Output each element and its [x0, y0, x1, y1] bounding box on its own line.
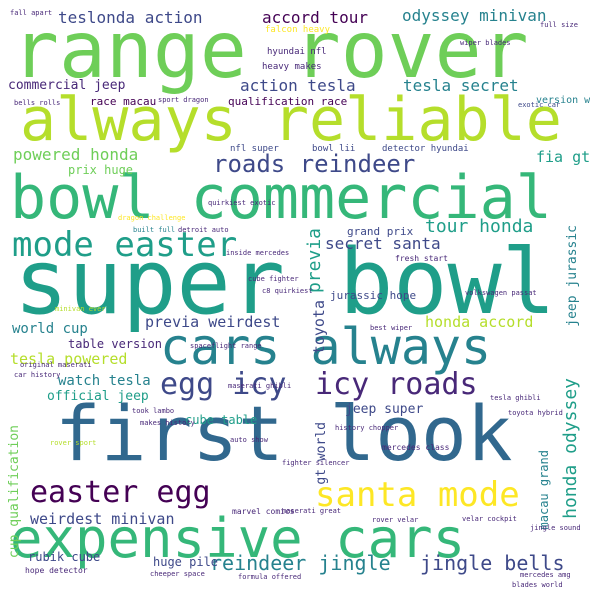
word-grand-prix: grand prix — [347, 225, 414, 238]
word-powered-honda: powered honda — [13, 145, 139, 164]
word-rover-sport: rover sport — [50, 439, 97, 447]
word-velar-cockpit: velar cockpit — [462, 515, 517, 523]
word-quirkiest-exotic: quirkiest exotic — [208, 199, 276, 207]
word-tour-honda: tour honda — [425, 216, 534, 237]
word-gt-world-vertical: gt world — [314, 422, 329, 485]
word-car-history: car history — [14, 371, 61, 379]
word-makes-history: makes history — [140, 419, 195, 427]
word-spaceflight-range: spaceflight range — [190, 342, 262, 350]
word-weirdest-minivan: weirdest minivan — [30, 510, 175, 528]
word-took-lambo: took lambo — [132, 407, 175, 415]
word-cube-table: cube table — [185, 413, 258, 427]
word-macau-grand-vertical: macau grand — [537, 450, 551, 530]
word-previa-weirdest: previa weirdest — [145, 313, 281, 331]
word-santa-mode: santa mode — [315, 475, 520, 515]
word-volkswagen-passat: volkswagen passat — [465, 289, 537, 297]
word-expensive-cars: expensive cars — [10, 507, 466, 570]
word-jeep-jurassic-vertical: jeep jurassic — [565, 225, 580, 327]
word-sport-dragon: sport dragon — [158, 96, 209, 104]
word-maserati-ghibli: maserati ghibli — [228, 382, 292, 390]
word-tesla-powered: tesla powered — [10, 350, 128, 368]
word-qualification-race: qualification race — [228, 95, 348, 108]
word-jingle-bells: jingle bells — [420, 551, 565, 575]
word-auto-show: auto show — [230, 436, 268, 444]
word-fresh-start: fresh start — [395, 254, 448, 263]
word-cheeper-space: cheeper space — [150, 570, 205, 578]
word-best-wiper: best wiper — [370, 324, 413, 332]
word-range-rover: range rover — [12, 6, 529, 96]
word-easter-egg: easter egg — [30, 475, 211, 510]
word-cup-qualification-vertical: cup qualification — [7, 425, 22, 559]
word-fia-gt: fia gt — [536, 148, 590, 166]
word-commercial-jeep: commercial jeep — [8, 78, 126, 93]
word-maserati-great: maserati great — [282, 507, 342, 515]
word-tesla-ghibli: tesla ghibli — [490, 394, 541, 402]
word-toyota-hybrid: toyota hybrid — [508, 409, 563, 417]
word-rubik-cube: rubik cube — [28, 550, 101, 564]
word-tesla-secret: tesla secret — [403, 76, 519, 95]
word-inside-mercedes: inside mercedes — [226, 249, 290, 257]
word-fighter-silencer: fighter silencer — [282, 459, 350, 467]
word-version-watch: version watch — [536, 95, 590, 106]
word-world-cup: world cup — [12, 321, 88, 337]
word-formula-offered: formula offered — [238, 573, 302, 581]
word-toyota-vertical: toyota — [310, 300, 328, 355]
word-first-look: first look — [55, 389, 513, 478]
word-honda-accord: honda accord — [425, 313, 534, 331]
word-heavy-makes: heavy makes — [262, 62, 322, 72]
word-mode-easter: mode easter — [12, 225, 238, 265]
word-full-size: full size — [540, 21, 578, 29]
word-hope-detector: hope detector — [25, 566, 88, 575]
word-history-chopper: history chopper — [335, 424, 399, 432]
word-original-maserati: original maserati — [20, 361, 92, 369]
word-dragon-challenge: dragon challenge — [118, 214, 186, 222]
word-watch-tesla: watch tesla — [58, 373, 151, 389]
word-always-reliable: always reliable — [20, 85, 562, 155]
word-table-version: table version — [68, 337, 162, 351]
word-nfl-super: nfl super — [230, 144, 279, 154]
word-roads-reindeer: roads reindeer — [213, 150, 416, 178]
word-accord-tour: accord tour — [262, 8, 368, 27]
word-c8-quirkiest: c8 quirkiest — [262, 287, 313, 295]
word-mercedes-amg: mercedes amg — [520, 571, 571, 579]
word-hyundai-nfl: hyundai nfl — [267, 47, 327, 57]
word-falcon-heavy: falcon heavy — [265, 25, 331, 35]
word-fall-apart: fall apart — [10, 9, 53, 17]
word-icy-roads: icy roads — [315, 367, 478, 402]
word-bowl-commercial: bowl commercial — [10, 163, 552, 233]
word-prix-huge: prix huge — [68, 163, 134, 177]
word-official-jeep: official jeep — [47, 389, 149, 404]
word-secret-santa: secret santa — [325, 234, 441, 253]
word-huge-pile: huge pile — [153, 555, 219, 569]
word-bowl-lii: bowl lii — [312, 144, 356, 154]
word-jurassic-hope: jurassic hope — [330, 289, 417, 302]
word-cars-always: cars always — [160, 318, 492, 376]
word-cube-fighter: cube fighter — [248, 275, 299, 283]
word-bells-rolls: bells rolls — [14, 99, 61, 107]
word-marvel-comics: marvel comics — [232, 507, 295, 516]
word-wiper-blades: wiper blades — [460, 39, 511, 47]
word-super-bowl: super bowl — [14, 230, 556, 335]
word-jeep-super: jeep super — [345, 402, 424, 417]
word-previa-vertical: previa — [304, 228, 325, 294]
word-mercedes-class: mercedes class — [382, 443, 450, 452]
word-race-macau: race macau — [90, 95, 157, 108]
word-blades-world: blades world — [512, 581, 563, 589]
word-odyssey-minivan: odyssey minivan — [402, 6, 547, 25]
word-reindeer-jingle: reindeer jingle — [210, 551, 391, 575]
word-detroit-auto: detroit auto — [178, 226, 229, 234]
word-teslonda-action: teslonda action — [58, 8, 203, 27]
word-egg-icy: egg icy — [160, 367, 287, 402]
word-honda-odyssey-vertical: honda odyssey — [560, 378, 581, 519]
word-exotic-car: exotic car — [518, 101, 561, 109]
word-built-full: built full — [133, 226, 176, 234]
word-minivan-ever: minivan ever — [55, 305, 106, 313]
word-detector-hyundai: detector hyundai — [382, 144, 469, 154]
word-action-tesla: action tesla — [240, 76, 356, 95]
word-rover-velar: rover velar — [372, 516, 419, 524]
word-jingle-sound: jingle sound — [530, 524, 581, 532]
